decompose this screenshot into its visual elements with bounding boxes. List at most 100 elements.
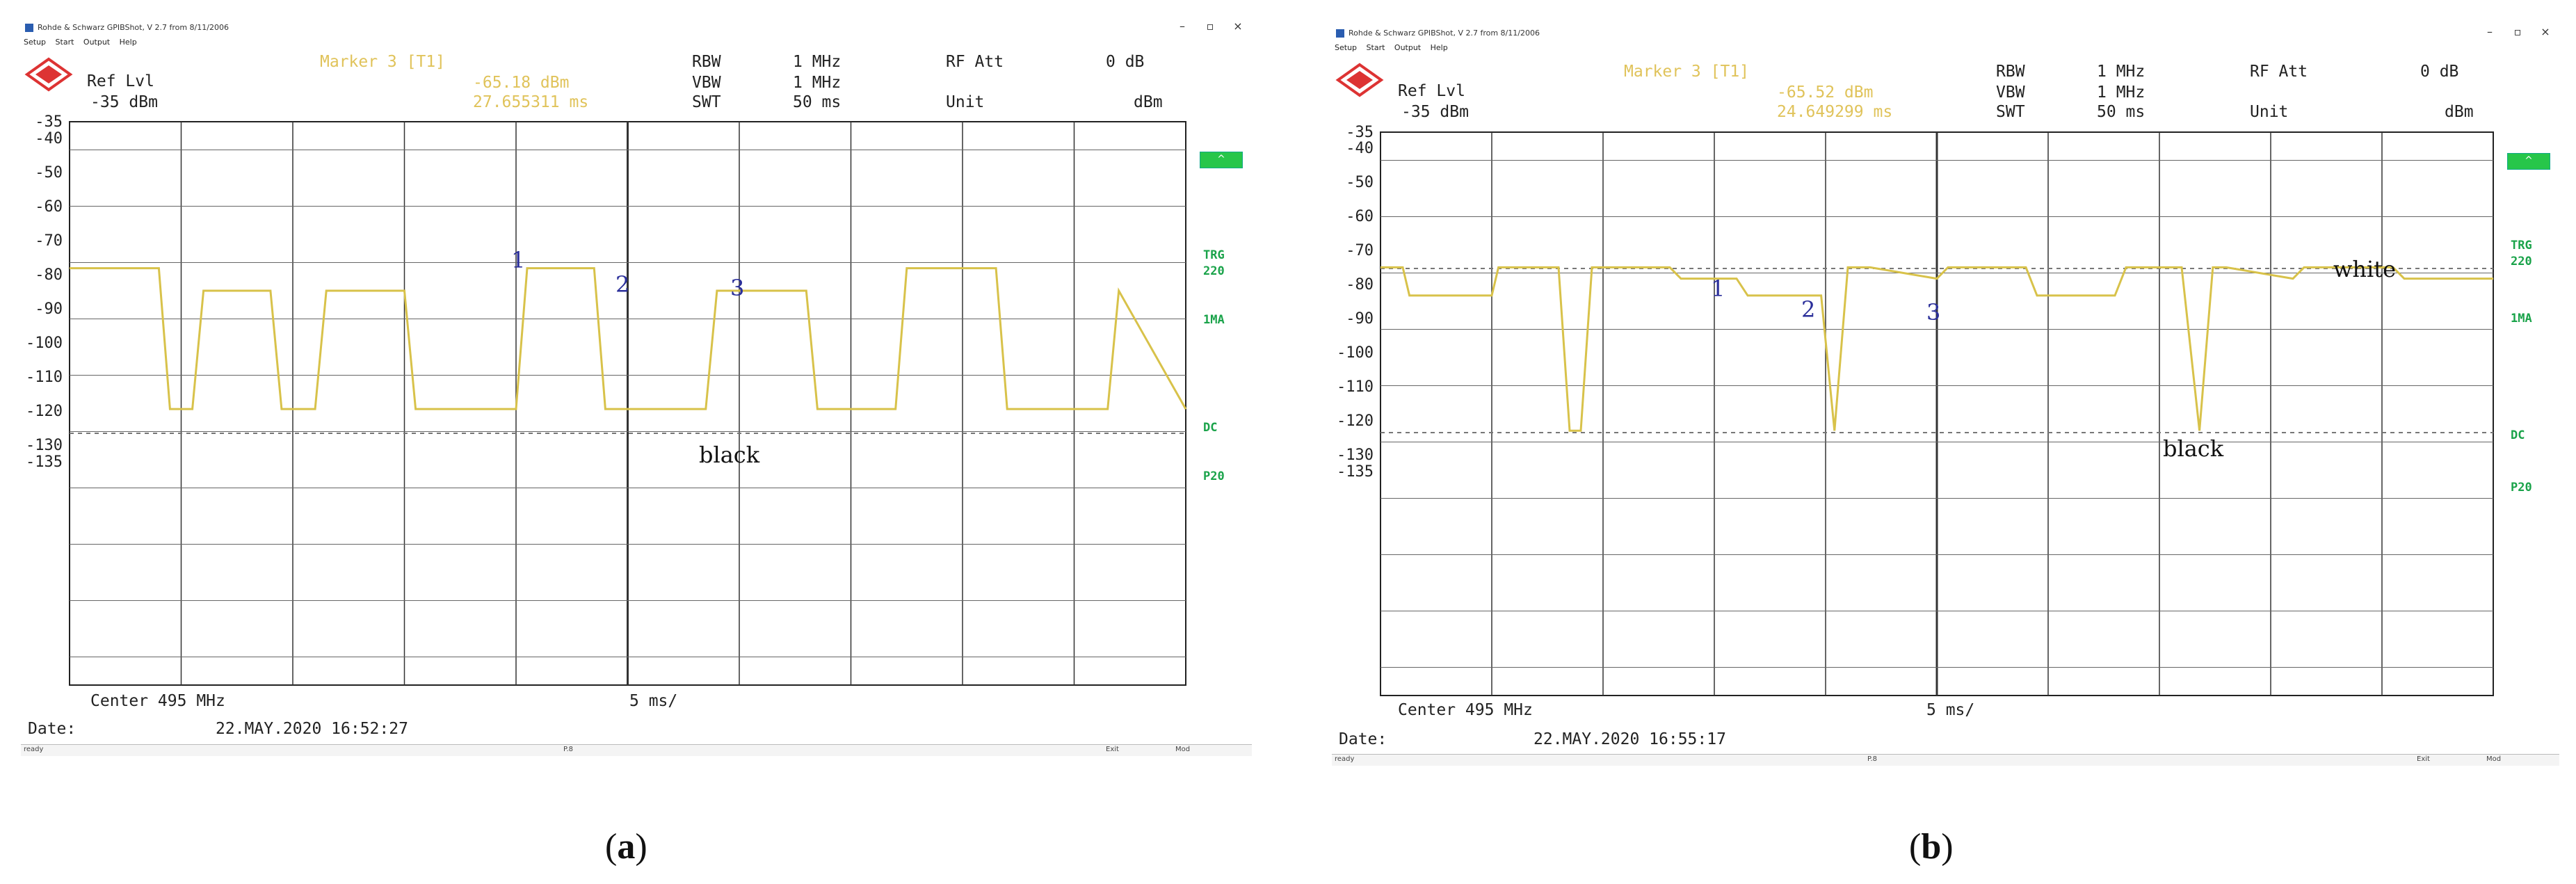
caption-b: (b) [1909, 827, 1954, 867]
status-exit[interactable]: Exit [1106, 746, 1119, 753]
y-tick: -100 [1337, 344, 1374, 362]
y-tick: -135 [1337, 463, 1374, 481]
status-mod: Mod [1175, 746, 1191, 753]
y-tick: -90 [1346, 310, 1374, 328]
signal-trace [70, 267, 1187, 410]
p20-indicator: P20 [1203, 469, 1225, 483]
title-bar: Rohde & Schwarz GPIBShot, V 2.7 from 8/1… [21, 19, 1252, 36]
y-tick: -35 [1346, 124, 1374, 141]
maximize-icon[interactable]: ▫ [1206, 19, 1214, 33]
status-mod: Mod [2486, 755, 2502, 763]
swt-value: 50 ms [793, 93, 842, 111]
y-tick: -80 [35, 266, 63, 284]
vbw-value: 1 MHz [2097, 83, 2146, 102]
menu-help[interactable]: Help [119, 38, 137, 47]
unit-label: Unit [2250, 103, 2289, 121]
marker-1-label: 1 [1711, 275, 1725, 302]
status-page: P.8 [1867, 755, 1878, 763]
rf-att-value: 0 dB [2420, 63, 2459, 81]
title-bar: Rohde & Schwarz GPIBShot, V 2.7 from 8/1… [1332, 25, 2559, 42]
ref-level-value: -35 dBm [1401, 103, 1469, 121]
trg-indicator: TRG [2511, 239, 2532, 252]
status-page: P.8 [563, 746, 574, 753]
marker-level: -65.18 dBm [473, 74, 570, 92]
rbw-label: RBW [692, 53, 721, 71]
ref-level-label: Ref Lvl [87, 72, 154, 90]
marker-time: 24.649299 ms [1777, 103, 1893, 121]
unit-label: Unit [946, 93, 985, 111]
ma-indicator: 1MA [1203, 313, 1225, 327]
y-tick: -130 [26, 437, 63, 454]
span-per-div: 5 ms/ [1926, 701, 1975, 719]
dc-indicator: DC [1203, 421, 1218, 435]
status-ready: ready [24, 746, 44, 753]
maximize-icon[interactable]: ▫ [2513, 25, 2522, 38]
y-tick: -50 [1346, 174, 1374, 191]
marker-indicator-icon: ^ [2507, 153, 2550, 170]
status-ready: ready [1335, 755, 1355, 763]
white-annotation: white [2333, 256, 2397, 282]
plot-grid [70, 122, 1186, 685]
y-tick: -120 [26, 403, 63, 420]
y-tick: -70 [1346, 242, 1374, 259]
trg-indicator: TRG [1203, 248, 1225, 262]
menu-start[interactable]: Start [55, 38, 74, 47]
y-tick: -50 [35, 164, 63, 182]
marker-1-label: 1 [511, 247, 526, 273]
trg-value: 220 [1203, 264, 1225, 278]
menu-start[interactable]: Start [1366, 43, 1385, 52]
menu-output[interactable]: Output [1394, 43, 1422, 52]
swt-value: 50 ms [2097, 103, 2146, 121]
status-exit[interactable]: Exit [2417, 755, 2430, 763]
minimize-icon[interactable]: – [1180, 19, 1185, 33]
unit-value: dBm [2445, 103, 2474, 121]
ma-indicator: 1MA [2511, 312, 2532, 326]
vbw-label: VBW [1996, 83, 2025, 102]
y-tick: -90 [35, 300, 63, 318]
date-value: 22.MAY.2020 16:52:27 [216, 720, 408, 738]
y-tick: -60 [1346, 208, 1374, 225]
y-tick: -70 [35, 232, 63, 250]
menu-bar: Setup Start Output Help [1335, 43, 1455, 54]
marker-indicator-icon: ^ [1200, 152, 1243, 168]
swt-label: SWT [1996, 103, 2025, 121]
marker-3-label: 3 [1926, 299, 1941, 326]
menu-output[interactable]: Output [83, 38, 111, 47]
close-icon[interactable]: × [1233, 19, 1243, 33]
menu-help[interactable]: Help [1430, 43, 1448, 52]
marker-label: Marker 3 [T1] [1624, 63, 1750, 81]
close-icon[interactable]: × [2541, 25, 2550, 38]
rf-att-label: RF Att [946, 53, 1004, 71]
y-tick: -135 [26, 453, 63, 471]
rbw-label: RBW [1996, 63, 2025, 81]
marker-2-label: 2 [1801, 296, 1816, 323]
ref-level-value: -35 dBm [90, 93, 158, 111]
black-annotation: black [699, 442, 760, 468]
app-icon [1336, 29, 1344, 38]
menu-setup[interactable]: Setup [24, 38, 47, 47]
window-title: Rohde & Schwarz GPIBShot, V 2.7 from 8/1… [1349, 29, 1540, 38]
black-annotation: black [2163, 435, 2224, 462]
marker-level: -65.52 dBm [1777, 83, 1874, 102]
date-label: Date: [28, 720, 77, 738]
span-per-div: 5 ms/ [629, 692, 678, 710]
minimize-icon[interactable]: – [2487, 25, 2493, 38]
rohde-schwarz-logo-icon [24, 57, 73, 92]
rf-att-label: RF Att [2250, 63, 2308, 81]
signal-trace [1380, 266, 2493, 432]
date-label: Date: [1339, 730, 1387, 748]
swt-label: SWT [692, 93, 721, 111]
y-tick: -40 [35, 130, 63, 147]
ref-level-label: Ref Lvl [1398, 82, 1465, 100]
menu-setup[interactable]: Setup [1335, 43, 1358, 52]
y-tick: -130 [1337, 447, 1374, 464]
rf-att-value: 0 dB [1106, 53, 1145, 71]
marker-3-label: 3 [730, 275, 745, 301]
window-title: Rohde & Schwarz GPIBShot, V 2.7 from 8/1… [38, 23, 229, 32]
rbw-value: 1 MHz [793, 53, 842, 71]
unit-value: dBm [1134, 93, 1163, 111]
y-tick: -110 [26, 369, 63, 386]
spectrum-plot-b [1380, 131, 2494, 696]
y-tick: -80 [1346, 276, 1374, 294]
y-tick: -100 [26, 335, 63, 352]
